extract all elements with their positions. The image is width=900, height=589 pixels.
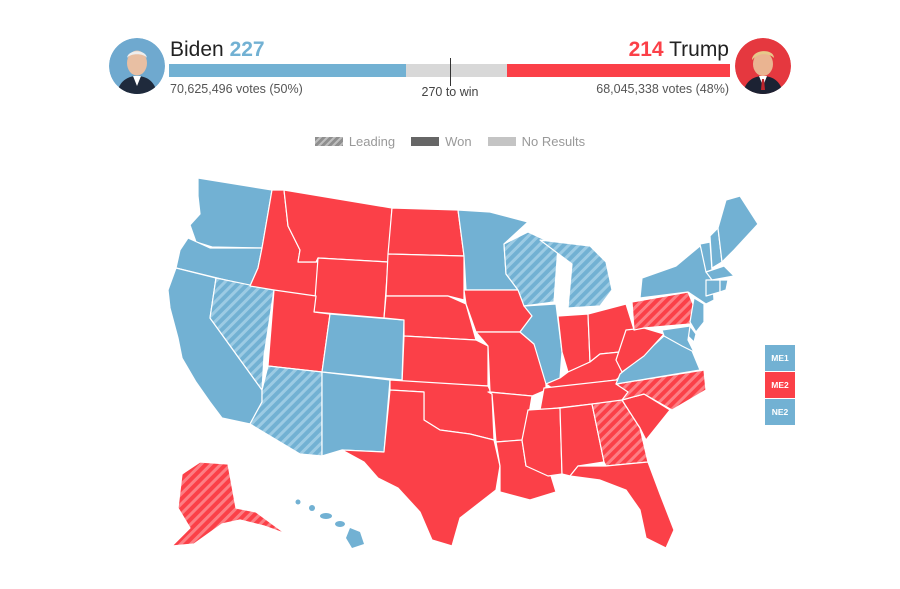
- state-ny[interactable]: [639, 245, 715, 305]
- district-label-ne2: NE2: [771, 407, 789, 417]
- district-box-me1[interactable]: ME1: [765, 345, 795, 371]
- state-ks[interactable]: [401, 335, 489, 387]
- district-box-me2[interactable]: ME2: [765, 372, 795, 398]
- state-me[interactable]: [717, 195, 759, 263]
- dem-popular-votes: 70,625,496 votes (50%): [170, 82, 303, 96]
- biden-portrait-icon: [109, 38, 165, 94]
- state-tx[interactable]: [341, 389, 501, 547]
- state-fl[interactable]: [569, 461, 675, 549]
- state-ms[interactable]: [521, 407, 563, 477]
- state-ak[interactable]: [171, 461, 287, 547]
- district-label-me1: ME1: [771, 353, 789, 363]
- won-swatch-icon: [411, 137, 440, 146]
- state-wy[interactable]: [313, 257, 389, 319]
- state-md[interactable]: [661, 325, 695, 353]
- state-nj[interactable]: [689, 297, 705, 333]
- state-mi[interactable]: [539, 239, 613, 309]
- leading-swatch-icon: [314, 137, 343, 146]
- state-co[interactable]: [321, 313, 405, 381]
- electoral-progress-bar: [169, 64, 730, 77]
- state-ri[interactable]: [719, 279, 729, 293]
- dem-progress-fill: [169, 64, 406, 77]
- state-nm[interactable]: [321, 371, 391, 457]
- trump-portrait-icon: [735, 38, 791, 94]
- win-threshold-marker: [450, 58, 451, 86]
- state-hi[interactable]: [295, 499, 365, 549]
- rep-candidate-heading: 214 Trump: [629, 38, 729, 62]
- rep-popular-votes: 68,045,338 votes (48%): [596, 82, 729, 96]
- no-results-swatch-icon: [487, 137, 516, 146]
- win-threshold-label: 270 to win: [421, 85, 479, 99]
- rep-candidate-name: Trump: [669, 38, 729, 61]
- district-box-ne2[interactable]: NE2: [765, 399, 795, 425]
- state-wi[interactable]: [503, 231, 559, 307]
- legend-item-no-results: No Results: [487, 134, 586, 149]
- legend-no-results-label: No Results: [521, 134, 586, 149]
- state-in[interactable]: [557, 313, 591, 373]
- legend-item-won: Won: [411, 134, 472, 149]
- rep-progress-fill: [506, 64, 730, 77]
- state-nc[interactable]: [615, 369, 707, 411]
- state-ma[interactable]: [705, 265, 735, 281]
- state-sd[interactable]: [385, 253, 465, 301]
- biden-avatar: [109, 38, 165, 94]
- district-label-me2: ME2: [771, 380, 789, 390]
- state-wa[interactable]: [189, 177, 273, 249]
- state-nd[interactable]: [387, 207, 465, 257]
- dem-candidate-heading: Biden 227: [170, 38, 265, 62]
- legend-item-leading: Leading: [314, 134, 396, 149]
- dem-candidate-name: Biden: [170, 38, 224, 61]
- legend-won-label: Won: [445, 134, 472, 149]
- rep-electoral-votes: 214: [628, 38, 664, 61]
- legend-leading-label: Leading: [348, 134, 396, 149]
- dem-electoral-votes: 227: [229, 38, 265, 61]
- state-mt[interactable]: [283, 189, 393, 263]
- trump-avatar: [735, 38, 791, 94]
- state-ct[interactable]: [705, 279, 721, 297]
- map-legend: Leading Won No Results: [0, 134, 900, 149]
